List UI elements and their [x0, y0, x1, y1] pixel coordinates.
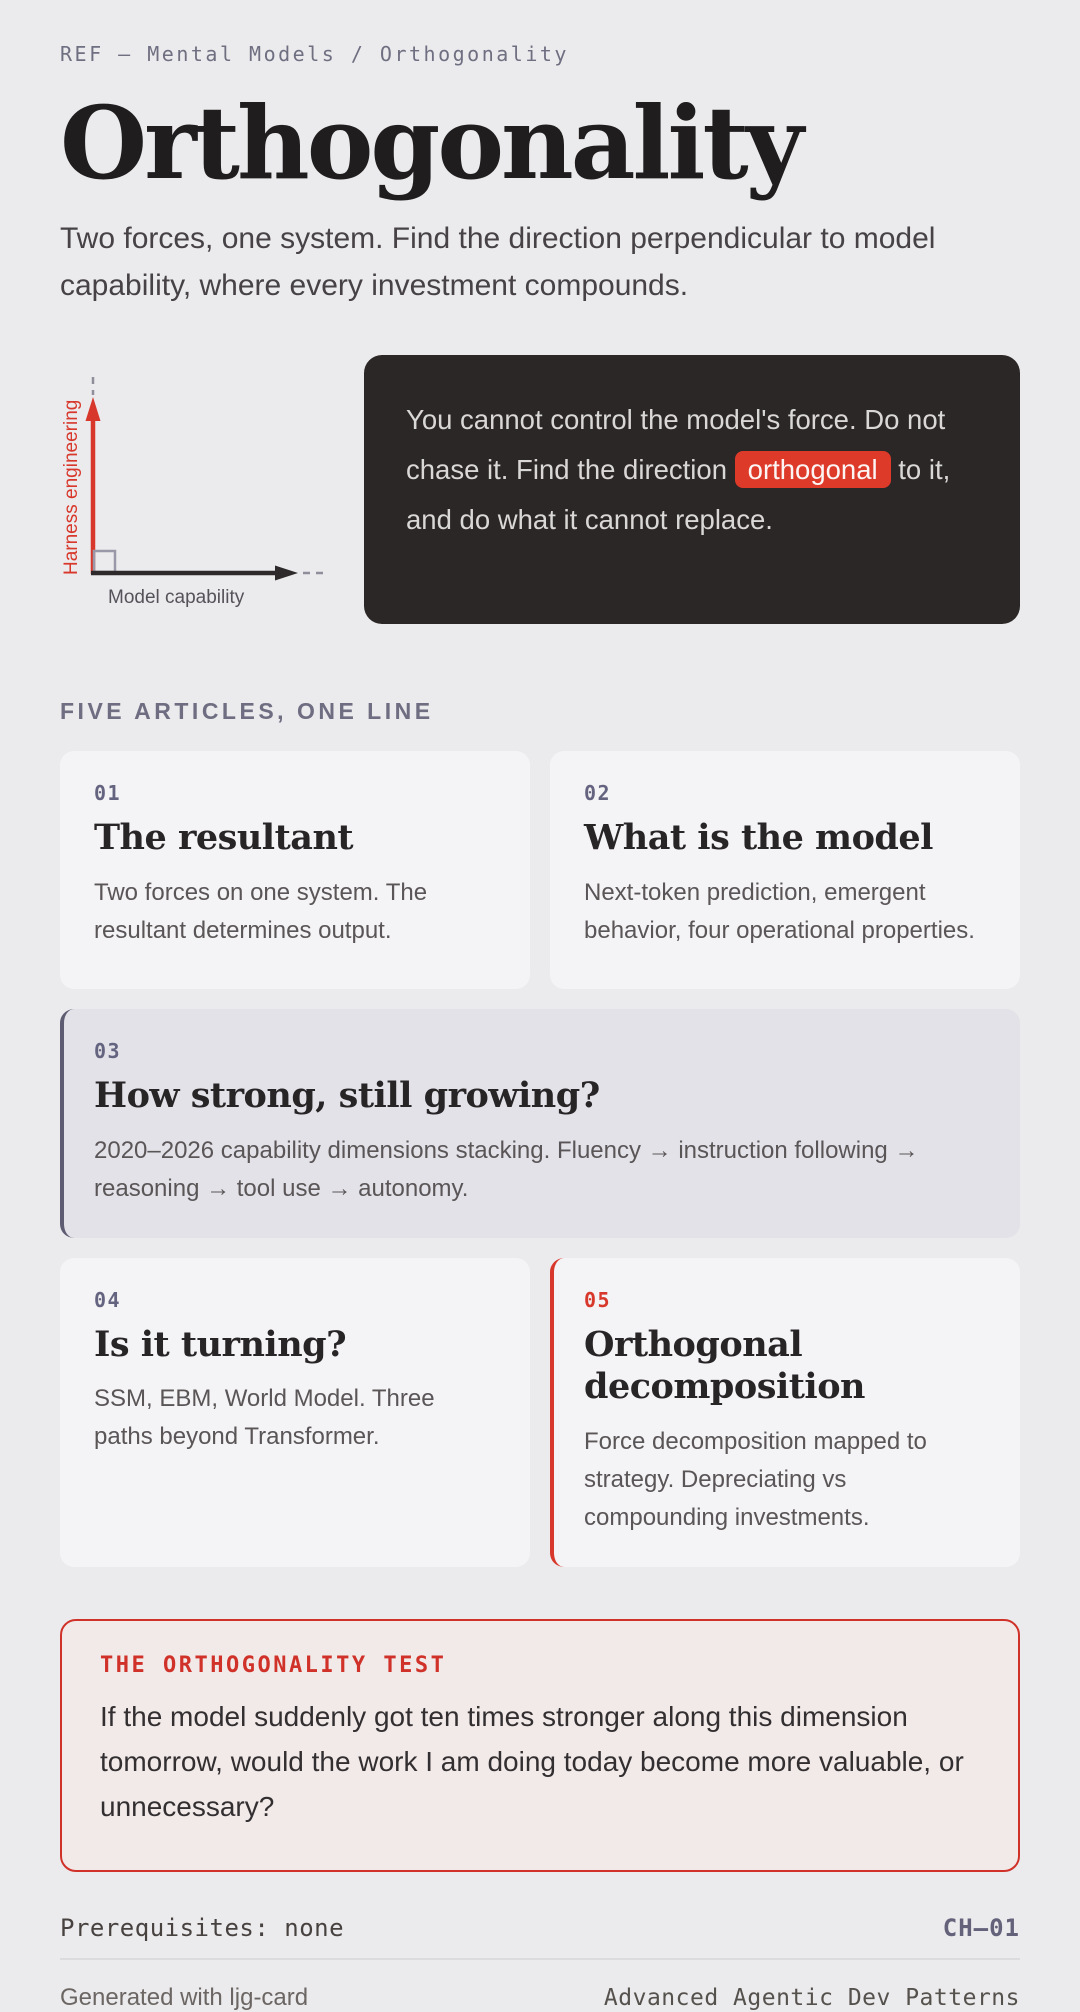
series-title-text: Advanced Agentic Dev Patterns [603, 1984, 1020, 2011]
article-card-05[interactable]: 05 Orthogonal decomposition Force decomp… [550, 1257, 1020, 1567]
y-axis-label: Harness engineering [61, 400, 82, 575]
card-title: Orthogonal decomposition [584, 1323, 866, 1408]
quote-box: You cannot control the model's force. Do… [364, 355, 1020, 624]
hero-row: Harness engineering Model capability You… [60, 355, 1020, 624]
article-card-04[interactable]: 04 Is it turning? SSM, EBM, World Model.… [60, 1257, 530, 1567]
meta-row: Prerequisites: none CH—01 [60, 1914, 1020, 1942]
footer-row: Generated with ljg-card Advanced Agentic… [60, 1984, 1020, 2012]
test-box-body: If the model suddenly got ten times stro… [100, 1700, 964, 1823]
x-axis-label: Model capability [108, 587, 245, 608]
footer-divider [60, 1957, 1020, 1960]
card-body: SSM, EBM, World Model. Three paths beyon… [94, 1385, 435, 1451]
grid-row-1: 01 The resultant Two forces on one syste… [60, 751, 1020, 989]
breadcrumb: REF — Mental Models / Orthogonality [60, 42, 569, 66]
article-card-02[interactable]: 02 What is the model Next-token predicti… [550, 751, 1020, 989]
quote-highlight-chip: orthogonal [734, 451, 891, 489]
test-box-label: THE ORTHOGONALITY TEST [100, 1652, 447, 1678]
card-body: Force decomposition mapped to strategy. … [584, 1427, 927, 1531]
card-title: The resultant [94, 817, 354, 858]
card-number: 03 [94, 1039, 122, 1063]
generated-with-text: Generated with ljg-card [60, 1983, 309, 2011]
card-title: How strong, still growing? [94, 1075, 600, 1116]
card-number: 04 [94, 1287, 122, 1312]
page-title: Orthogonality [60, 84, 804, 202]
card-body: 2020–2026 capability dimensions stacking… [94, 1136, 919, 1202]
card-number: 05 [584, 1287, 612, 1312]
card-title: What is the model [584, 817, 933, 858]
grid-row-3: 04 Is it turning? SSM, EBM, World Model.… [60, 1257, 1020, 1567]
right-angle-marker [92, 549, 117, 574]
x-axis-arrowhead [275, 565, 298, 581]
articles-grid: 01 The resultant Two forces on one syste… [60, 751, 1020, 1567]
prerequisites-text: Prerequisites: none [60, 1913, 345, 1942]
page-subtitle: Two forces, one system. Find the directi… [60, 222, 936, 302]
section-label: FIVE ARTICLES, ONE LINE [60, 698, 434, 724]
y-axis-arrowhead [85, 397, 101, 421]
orthogonality-test-box: THE ORTHOGONALITY TEST If the model sudd… [60, 1618, 1020, 1872]
card-number: 01 [94, 781, 122, 805]
quote-text-after: to it, and do what it cannot replace. [406, 454, 951, 536]
chapter-badge: CH—01 [942, 1913, 1020, 1942]
quote-text-before: You cannot control the model's force. Do… [406, 404, 946, 486]
orthogonal-axes-plot: Harness engineering Model capability [61, 377, 323, 608]
card-body: Two forces on one system. The resultant … [94, 878, 428, 944]
card-title: Is it turning? [94, 1323, 347, 1365]
axes-diagram: Harness engineering Model capability [60, 355, 352, 624]
article-card-01[interactable]: 01 The resultant Two forces on one syste… [60, 751, 530, 989]
article-card-03[interactable]: 03 How strong, still growing? 2020–2026 … [60, 1009, 1020, 1238]
card-body: Next-token prediction, emergent behavior… [584, 878, 975, 944]
card-number: 02 [584, 781, 612, 805]
